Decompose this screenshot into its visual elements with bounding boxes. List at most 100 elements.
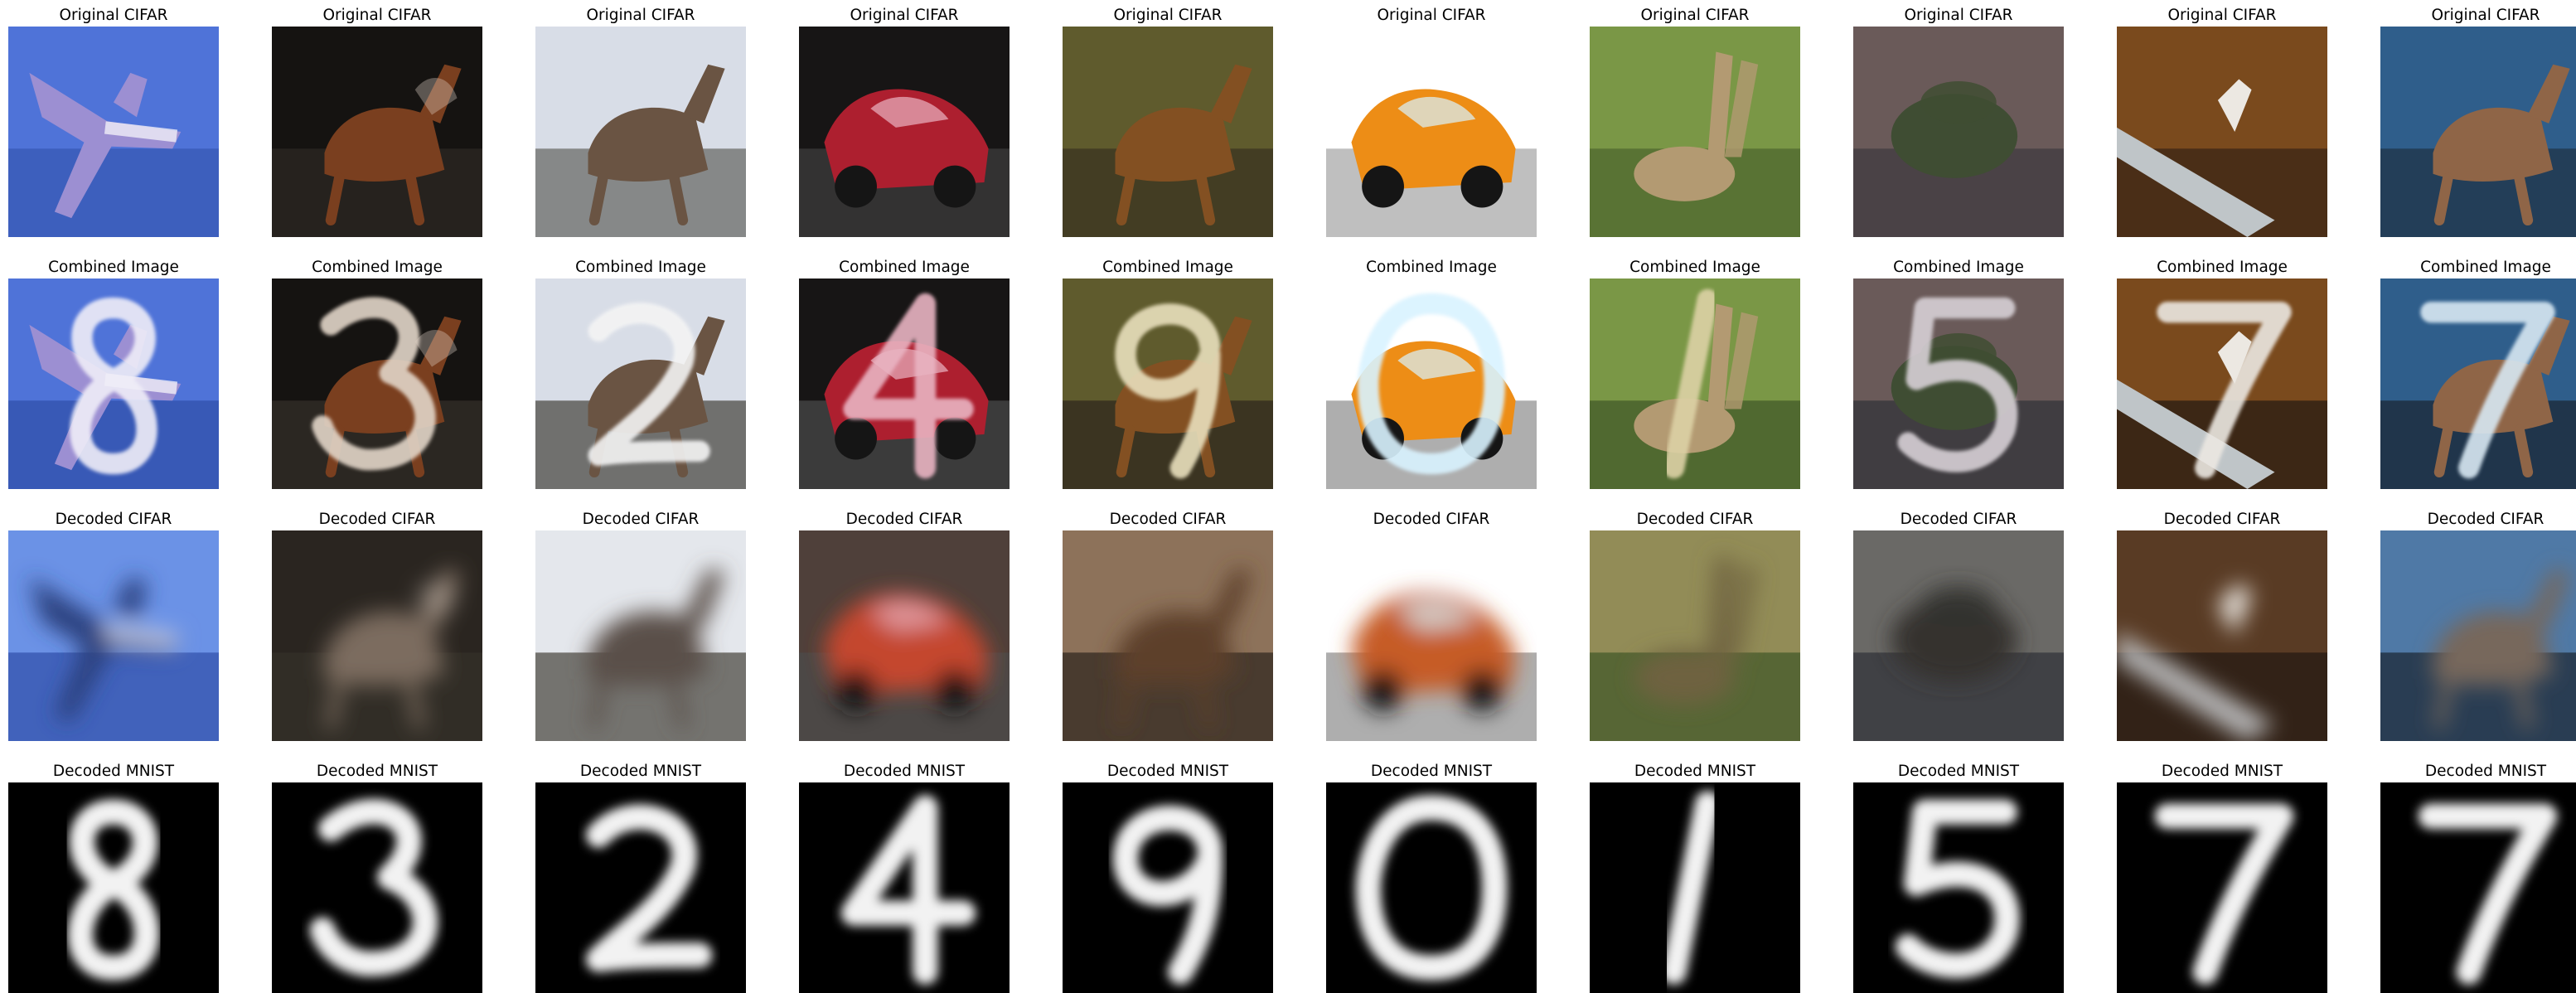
thumbnail-3-4 (1063, 782, 1273, 993)
thumbnail-3-6 (1590, 782, 1800, 993)
thumbnail-2-4 (1063, 530, 1273, 741)
panel-caption: Decoded CIFAR (55, 511, 172, 528)
panel-caption: Decoded MNIST (843, 763, 966, 780)
image-panel-2-3: Decoded CIFAR (799, 511, 1010, 741)
thumbnail-3-2 (535, 782, 746, 993)
image-thumbnail (2117, 279, 2327, 489)
image-thumbnail (1063, 27, 1273, 237)
image-panel-2-1: Decoded CIFAR (272, 511, 482, 741)
image-thumbnail (1326, 782, 1537, 993)
image-thumbnail (8, 27, 219, 237)
panel-caption: Decoded MNIST (2424, 763, 2547, 780)
image-panel-0-1: Original CIFAR (272, 7, 482, 237)
thumbnail-3-1 (272, 782, 482, 993)
panel-caption: Original CIFAR (322, 7, 432, 24)
panel-caption: Combined Image (2157, 259, 2288, 276)
panel-caption: Decoded MNIST (579, 763, 702, 780)
image-thumbnail (799, 27, 1010, 237)
panel-caption: Combined Image (1629, 259, 1760, 276)
image-panel-3-2: Decoded MNIST (535, 763, 746, 993)
panel-caption: Combined Image (2420, 259, 2551, 276)
panel-caption: Decoded CIFAR (1109, 511, 1227, 528)
image-panel-0-5: Original CIFAR (1326, 7, 1537, 237)
thumbnail-1-4 (1063, 279, 1273, 489)
image-thumbnail (272, 530, 482, 741)
image-panel-1-3: Combined Image (799, 259, 1010, 489)
image-panel-3-4: Decoded MNIST (1063, 763, 1273, 993)
image-thumbnail (535, 530, 746, 741)
panel-caption: Decoded MNIST (316, 763, 438, 780)
image-panel-0-6: Original CIFAR (1590, 7, 1800, 237)
thumbnail-0-7 (1853, 27, 2064, 237)
thumbnail-1-6 (1590, 279, 1800, 489)
panel-caption: Combined Image (1102, 259, 1233, 276)
image-thumbnail (1853, 279, 2064, 489)
thumbnail-0-6 (1590, 27, 1800, 237)
image-thumbnail (799, 279, 1010, 489)
image-thumbnail (2117, 782, 2327, 993)
thumbnail-1-2 (535, 279, 746, 489)
image-thumbnail (2117, 530, 2327, 741)
image-panel-2-0: Decoded CIFAR (8, 511, 219, 741)
image-thumbnail (8, 530, 219, 741)
image-thumbnail (8, 279, 219, 489)
image-thumbnail (1063, 530, 1273, 741)
image-thumbnail (1063, 782, 1273, 993)
panel-caption: Combined Image (48, 259, 179, 276)
image-panel-2-9: Decoded CIFAR (2380, 511, 2576, 741)
panel-caption: Decoded MNIST (1897, 763, 2020, 780)
image-thumbnail (1590, 530, 1800, 741)
image-thumbnail (8, 782, 219, 993)
image-panel-1-1: Combined Image (272, 259, 482, 489)
image-thumbnail (1853, 530, 2064, 741)
panel-caption: Decoded MNIST (1634, 763, 1756, 780)
image-thumbnail (1590, 782, 1800, 993)
image-thumbnail (2117, 27, 2327, 237)
panel-caption: Combined Image (1893, 259, 2024, 276)
image-panel-2-7: Decoded CIFAR (1853, 511, 2064, 741)
image-panel-2-6: Decoded CIFAR (1590, 511, 1800, 741)
image-thumbnail (799, 782, 1010, 993)
image-panel-2-4: Decoded CIFAR (1063, 511, 1273, 741)
image-panel-3-8: Decoded MNIST (2117, 763, 2327, 993)
thumbnail-1-9 (2380, 279, 2576, 489)
image-panel-0-2: Original CIFAR (535, 7, 746, 237)
image-panel-0-0: Original CIFAR (8, 7, 219, 237)
image-thumbnail (799, 530, 1010, 741)
thumbnail-2-5 (1326, 530, 1537, 741)
panel-caption: Original CIFAR (586, 7, 695, 24)
panel-caption: Combined Image (312, 259, 443, 276)
panel-caption: Original CIFAR (59, 7, 168, 24)
image-thumbnail (1590, 279, 1800, 489)
image-panel-1-2: Combined Image (535, 259, 746, 489)
thumbnail-2-3 (799, 530, 1010, 741)
thumbnail-3-8 (2117, 782, 2327, 993)
thumbnail-3-5 (1326, 782, 1537, 993)
panel-caption: Original CIFAR (850, 7, 959, 24)
thumbnail-2-1 (272, 530, 482, 741)
thumbnail-2-0 (8, 530, 219, 741)
panel-caption: Decoded CIFAR (1636, 511, 1754, 528)
image-thumbnail (1590, 27, 1800, 237)
thumbnail-3-0 (8, 782, 219, 993)
panel-caption: Decoded CIFAR (1900, 511, 2017, 528)
panel-caption: Decoded CIFAR (1373, 511, 1490, 528)
image-panel-2-5: Decoded CIFAR (1326, 511, 1537, 741)
image-panel-1-6: Combined Image (1590, 259, 1800, 489)
image-panel-1-5: Combined Image (1326, 259, 1537, 489)
thumbnail-0-9 (2380, 27, 2576, 237)
image-panel-1-4: Combined Image (1063, 259, 1273, 489)
image-panel-2-2: Decoded CIFAR (535, 511, 746, 741)
panel-caption: Decoded MNIST (1106, 763, 1229, 780)
image-panel-3-0: Decoded MNIST (8, 763, 219, 993)
image-panel-0-8: Original CIFAR (2117, 7, 2327, 237)
image-thumbnail (1063, 279, 1273, 489)
thumbnail-1-5 (1326, 279, 1537, 489)
thumbnail-0-3 (799, 27, 1010, 237)
panel-caption: Decoded MNIST (2161, 763, 2283, 780)
panel-caption: Original CIFAR (1113, 7, 1223, 24)
image-thumbnail (1326, 279, 1537, 489)
panel-caption: Combined Image (1366, 259, 1497, 276)
panel-caption: Original CIFAR (2431, 7, 2540, 24)
